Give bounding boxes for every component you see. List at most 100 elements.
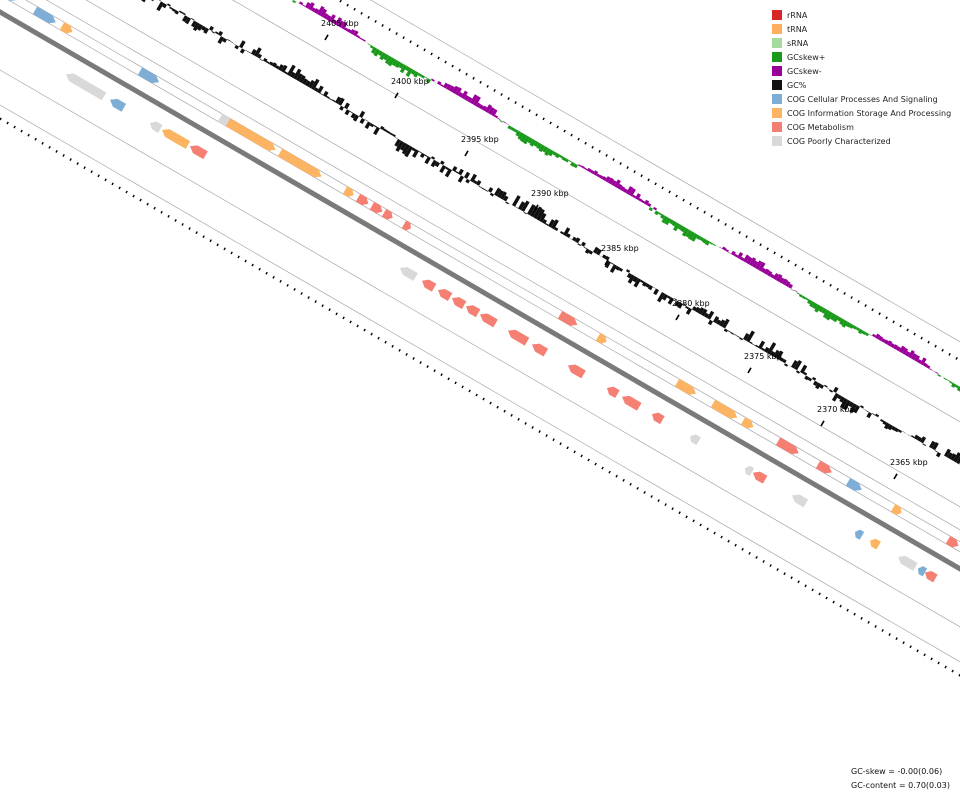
scale-tick [902,641,905,645]
gc-content-bar [831,392,839,402]
gc-skew-bar [488,106,495,115]
gc-content-bar [596,248,602,256]
gc-skew-bar [658,212,662,216]
gc-skew-bar [837,316,842,322]
scale-tick [766,247,769,251]
scale-tick [90,170,93,174]
gc-content-bar [470,173,477,183]
gc-content-bar [685,305,689,310]
gc-skew-bar [568,160,572,163]
scale-tick [510,413,513,417]
scale-tick [860,616,863,620]
gc-skew-bar [875,333,881,340]
gc-content-bar [588,250,593,255]
gc-content-bar [615,265,620,271]
gc-skew-bar [685,229,692,238]
gc-content-bar [575,237,581,244]
gc-content-bar [179,10,183,14]
scale-tick [174,218,177,222]
gc-skew-bar [461,90,468,100]
scale-tick [398,348,401,352]
gc-content-bar [484,189,488,192]
gc-skew-bar [796,292,800,295]
gc-skew-bar [893,344,899,350]
gc-content-bar [804,375,809,381]
gc-content-bar [866,412,872,419]
gc-content-bar [865,410,869,413]
gc-content-bar [839,396,845,403]
gc-content-bar [296,73,303,82]
gene-arrow-reverse [925,571,938,583]
scale-tick [314,300,317,304]
scale-tick [885,316,888,320]
scale-tick [720,535,723,539]
scale-tick [423,48,426,52]
gc-skew-bar [764,268,770,275]
gc-skew-bar [841,320,848,328]
gc-skew-bar [602,176,607,181]
gc-content-bar [642,281,647,287]
scale-tick [146,202,149,206]
gc-skew-bar [785,280,791,288]
gc-content-bar [373,124,377,128]
gc-content-bar [539,212,547,223]
gc-content-bar [944,448,951,458]
scale-tick [363,328,366,332]
gc-content-bar [882,420,887,426]
scale-tick [104,178,107,182]
scale-tick [580,454,583,458]
major-tick [747,367,752,374]
scale-tick [528,109,531,113]
gc-skew-bar [644,199,650,206]
gc-content-bar [749,341,753,345]
scale-tick [584,141,587,145]
gc-content-bar [776,350,784,360]
gc-skew-bar [773,273,780,281]
gene-arrow-reverse [190,145,208,160]
scale-tick [839,604,842,608]
scale-tick [797,580,800,584]
gc-content-bar [338,97,345,106]
gc-skew-bar [801,295,806,300]
scale-tick [545,434,548,438]
gc-skew-bar [664,217,671,226]
gc-content-bar [299,74,306,84]
gc-skew-bar [755,260,763,270]
scale-tick [335,312,338,316]
gc-content-bar [521,200,530,212]
gc-skew-bar [677,224,683,231]
gc-content-bar [746,330,755,343]
gc-skew-bar [752,260,759,268]
gene-arrow-reverse [480,313,498,328]
scale-tick [538,430,541,433]
gc-skew-bar [743,254,750,263]
gene-arrow-forward [890,504,902,515]
gc-content-bar [819,384,824,389]
scale-tick [794,263,797,267]
gc-content-bar [227,38,231,42]
gc-skew-bar [902,347,909,355]
gene-arrow-reverse [162,129,191,149]
gc-content-bar [784,363,788,367]
legend-label: GCskew+ [787,52,826,62]
scale-tick [783,572,786,576]
gene-arrow-forward [59,22,73,34]
scale-tick [633,170,636,174]
gc-skew-bar [722,246,727,251]
scale-tick [507,97,510,100]
gc-content-bar [536,208,545,221]
scale-tick [566,446,569,450]
scale-tick [167,214,170,218]
gc-skew-bar [362,38,366,42]
legend-item: GCskew+ [772,50,951,64]
gc-skew-bar [369,45,374,49]
gc-content-bar [419,152,425,158]
scale-tick [811,588,814,592]
major-tick [604,259,609,266]
gc-skew-bar [812,302,818,310]
gc-skew-bar [905,350,911,357]
gc-content-bar [284,71,288,75]
gc-content-bar [667,297,674,305]
scale-tick [727,539,730,543]
gc-content-bar [389,132,393,136]
